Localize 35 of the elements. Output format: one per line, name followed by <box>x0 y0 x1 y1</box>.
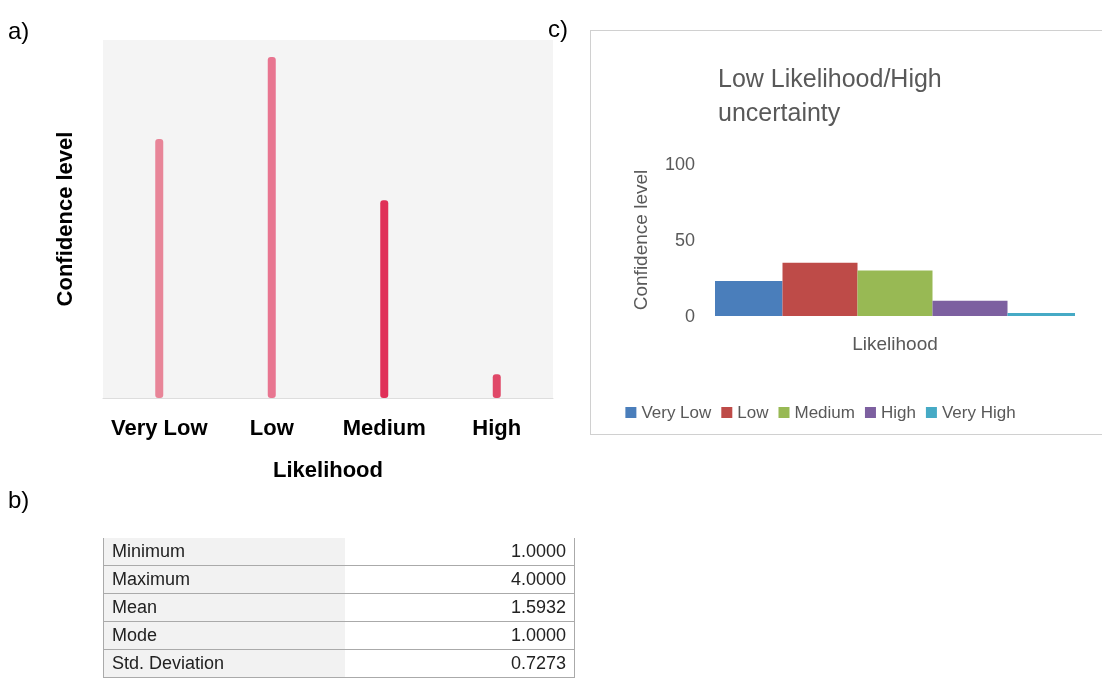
bar <box>932 300 1008 316</box>
legend-label: Very High <box>941 403 1016 422</box>
bar <box>492 374 501 398</box>
y-tick-label: 100 <box>664 154 695 174</box>
y-tick-label: 50 <box>674 230 695 250</box>
text: 1.0000 <box>510 541 566 561</box>
x-tick-label: Medium <box>342 414 426 440</box>
bar <box>857 270 933 316</box>
category-label: Mode <box>103 621 345 650</box>
x-tick-label: Very Low <box>110 414 209 440</box>
bar <box>782 262 858 316</box>
text: b) <box>8 486 30 514</box>
text: c) <box>548 14 568 42</box>
category-label: Maximum <box>103 565 345 594</box>
y-axis-title: Confidence level <box>630 169 651 311</box>
chart-title: Low Likelihood/High uncertainty <box>718 64 949 126</box>
category-label: Minimum <box>103 538 345 566</box>
text: 1.5932 <box>510 597 566 617</box>
x-tick-label: Low <box>249 414 295 440</box>
text: a) <box>8 16 30 44</box>
text: 4.0000 <box>510 569 566 589</box>
bar <box>155 138 164 398</box>
bar <box>267 57 276 398</box>
bar <box>715 281 783 316</box>
x-axis-title: Likelihood <box>273 456 383 482</box>
y-tick-label: 0 <box>684 306 695 326</box>
x-tick-label: High <box>472 414 522 440</box>
bar <box>380 200 389 398</box>
x-axis-title: Likelihood <box>852 333 938 354</box>
text: 1.0000 <box>510 625 566 645</box>
category-label: Std. Deviation <box>103 649 345 678</box>
y-axis-title: Confidence level <box>51 131 77 307</box>
bar <box>1007 312 1075 316</box>
text: 0.7273 <box>510 653 566 673</box>
category-label: Mean <box>103 593 345 622</box>
